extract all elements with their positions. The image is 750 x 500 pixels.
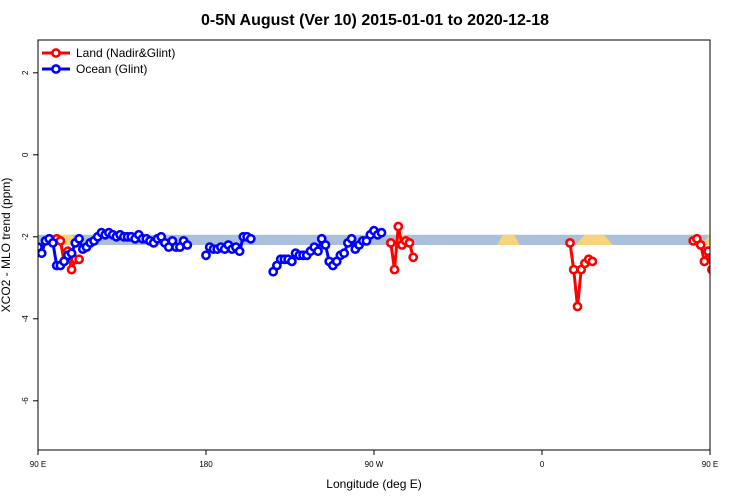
land-nadir-glint-point xyxy=(568,264,579,275)
land-nadir-glint-point xyxy=(716,256,723,263)
ocean-glint-point xyxy=(48,237,58,248)
ocean-glint-legend-marker xyxy=(51,64,61,74)
ocean-glint-point xyxy=(376,227,387,238)
y-axis: 2 0 -2 -4 -6 xyxy=(21,70,38,404)
land-nadir-glint-legend-marker xyxy=(51,48,61,58)
ocean-glint-point xyxy=(234,246,245,257)
ocean-glint-point xyxy=(74,233,84,244)
land-nadir-glint-point xyxy=(389,264,400,275)
chart-title: 0-5N August (Ver 10) 2015-01-01 to 2020-… xyxy=(201,12,549,29)
land-nadir-glint-legend-label: Land (Nadir&Glint) xyxy=(76,46,175,60)
y-axis-label: XCO2 - MLO trend (ppm) xyxy=(0,178,13,313)
ocean-glint-point xyxy=(339,248,349,259)
land-nadir-glint-point xyxy=(587,256,598,267)
x-axis-label: Longitude (deg E) xyxy=(326,477,421,491)
ocean-glint-point xyxy=(66,248,77,259)
ocean-glint-point xyxy=(201,250,211,261)
y-tick-label: -6 xyxy=(21,397,30,405)
x-tick-label: 180 xyxy=(199,460,213,469)
land-nadir-glint-point xyxy=(572,301,583,312)
land-nadir-glint-point xyxy=(393,221,404,232)
y-tick-label: 2 xyxy=(21,70,30,75)
ocean-glint-point xyxy=(286,256,297,267)
land-nadir-glint-point xyxy=(565,237,575,248)
ocean-glint-legend-label: Ocean (Glint) xyxy=(76,62,147,76)
land-nadir-glint-point xyxy=(703,246,710,257)
land-nadir-glint-point xyxy=(404,237,415,248)
ocean-glint-point xyxy=(38,248,47,259)
ocean-glint-point xyxy=(346,233,357,244)
land-nadir-glint-point xyxy=(74,254,84,265)
y-tick-label: -4 xyxy=(21,315,30,323)
land-band-segment xyxy=(497,234,520,245)
y-tick-label: 0 xyxy=(21,152,30,157)
land-nadir-glint-point xyxy=(695,240,706,250)
land-nadir-glint-point xyxy=(55,235,66,246)
land-nadir-glint-point xyxy=(699,256,710,267)
reference-band xyxy=(38,234,710,245)
x-axis: 90 E 180 90 W 0 90 E xyxy=(30,450,718,469)
land-band-segment xyxy=(575,234,613,245)
ocean-glint-point xyxy=(313,246,323,257)
land-nadir-glint-point xyxy=(385,237,396,248)
legend: Land (Nadir&Glint) Ocean (Glint) xyxy=(42,46,175,76)
land-nadir-glint-point xyxy=(712,256,719,263)
land-nadir-glint-point xyxy=(66,264,77,275)
ocean-glint-point xyxy=(245,233,256,244)
x-tick-label: 90 E xyxy=(30,460,46,469)
x-tick-label: 90 W xyxy=(365,460,384,469)
ocean-glint-point xyxy=(320,240,331,250)
series-points xyxy=(38,221,723,312)
y-tick-label: -2 xyxy=(21,233,30,241)
land-nadir-glint-point xyxy=(707,265,710,275)
land-nadir-glint-point xyxy=(408,252,419,263)
land-nadir-glint-line xyxy=(568,242,594,308)
x-tick-label: 90 E xyxy=(702,460,718,469)
x-tick-label: 0 xyxy=(540,460,545,469)
ocean-glint-point xyxy=(182,240,193,250)
